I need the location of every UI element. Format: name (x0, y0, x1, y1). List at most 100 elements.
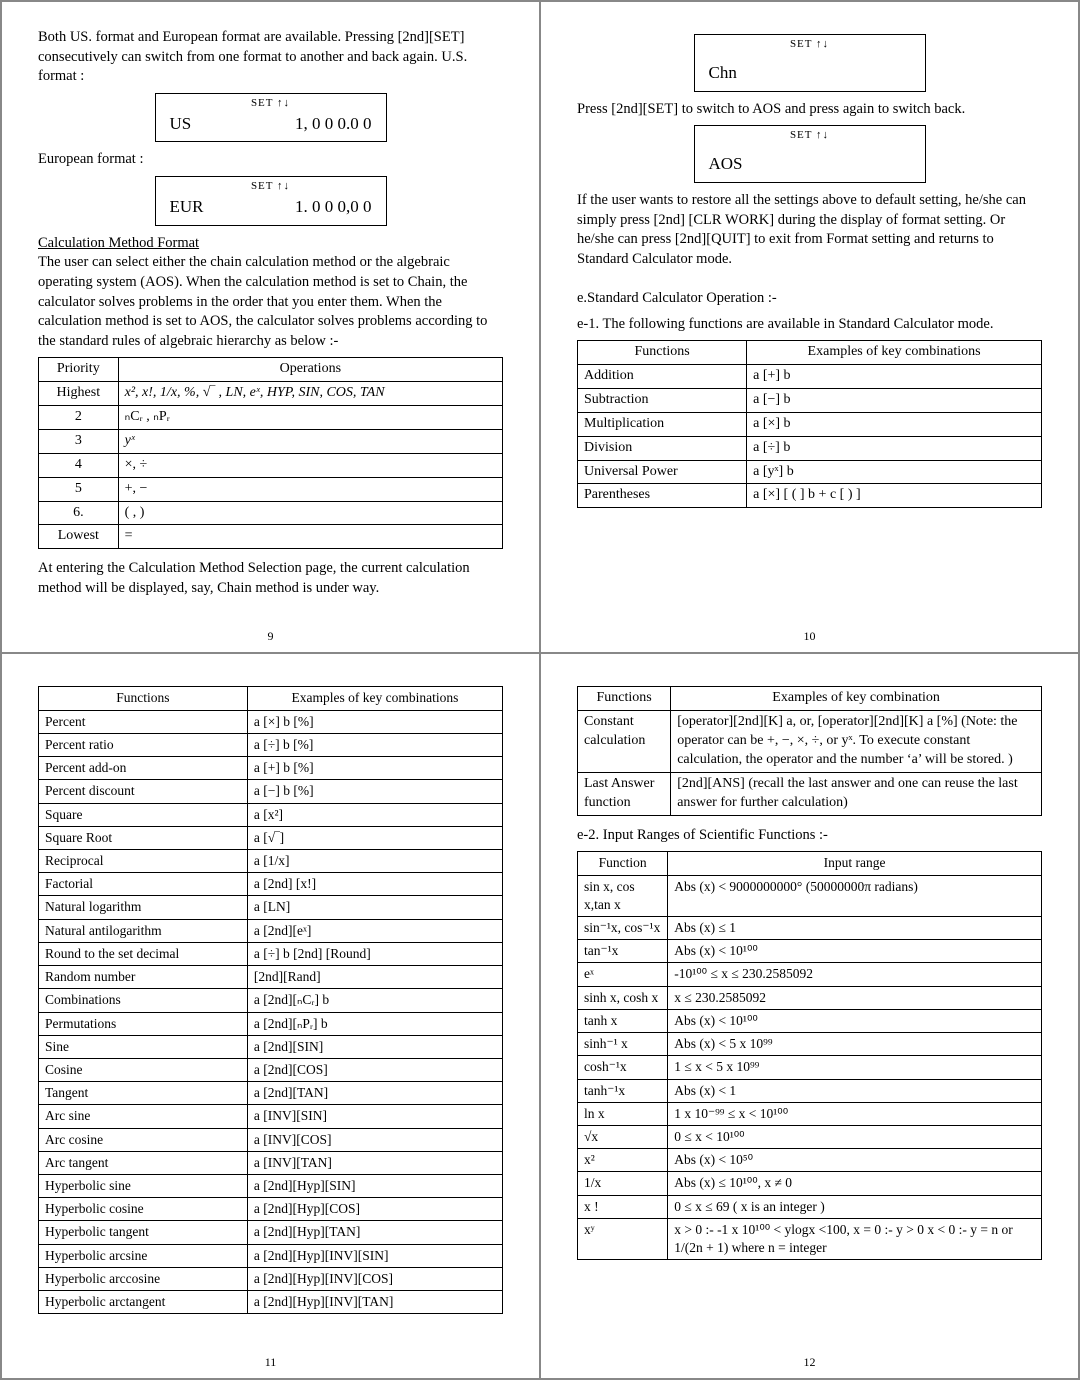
table-row: sin⁻¹x, cos⁻¹xAbs (x) ≤ 1 (578, 917, 1042, 940)
table-row: √x0 ≤ x < 10¹⁰⁰ (578, 1125, 1042, 1148)
table-row: Square Roota [√‾] (39, 826, 503, 849)
table-row: Combinationsa [2nd][ₙCᵣ] b (39, 989, 503, 1012)
cell: a [÷] b [%] (247, 733, 502, 756)
table-row: Last Answer function [2nd][ANS] (recall … (578, 773, 1042, 816)
table-row: ln x1 x 10⁻⁹⁹ ≤ x < 10¹⁰⁰ (578, 1102, 1042, 1125)
page-grid: Both US. format and European format are … (0, 0, 1080, 1380)
cell: Hyperbolic arctangent (39, 1291, 248, 1314)
section-e-title: e.Standard Calculator Operation :- (577, 289, 1042, 309)
table-row: 4×, ÷ (39, 453, 503, 477)
col-examples: Examples of key combination (671, 687, 1042, 711)
e1-label: e-1. The following functions are availab… (577, 316, 993, 332)
table-row: Natural antilogarithma [2nd][eˣ] (39, 919, 503, 942)
col-function: Function (578, 852, 668, 875)
page-number: 10 (804, 628, 816, 644)
cell: ( , ) (118, 501, 502, 525)
col-input-range: Input range (668, 852, 1042, 875)
table-row: Percent ratioa [÷] b [%] (39, 733, 503, 756)
table-row: xʸx > 0 :- -1 x 10¹⁰⁰ < ylogx <100, x = … (578, 1218, 1042, 1259)
section-e1-title: e-1. The following functions are availab… (577, 315, 1042, 335)
cell: a [×] b [%] (247, 710, 502, 733)
cell: 1 ≤ x < 5 x 10⁹⁹ (668, 1056, 1042, 1079)
table-row: Round to the set decimala [÷] b [2nd] [R… (39, 942, 503, 965)
table-row: sin x, cos x,tan xAbs (x) < 9000000000° … (578, 875, 1042, 916)
table-row: Functions Examples of key combinations (578, 341, 1042, 365)
cell: a [2nd][TAN] (247, 1082, 502, 1105)
functions-table-extended: Functions Examples of key combinations P… (38, 686, 503, 1314)
display-indicator: SET ↑↓ (156, 177, 386, 194)
table-row: Sinea [2nd][SIN] (39, 1035, 503, 1058)
table-row: sinh⁻¹ xAbs (x) < 5 x 10⁹⁹ (578, 1033, 1042, 1056)
cell: a [−] b (747, 388, 1042, 412)
cell: Hyperbolic cosine (39, 1198, 248, 1221)
cell: a [√‾] (247, 826, 502, 849)
cell: Sine (39, 1035, 248, 1058)
table-row: Natural logarithma [LN] (39, 896, 503, 919)
cell: Lowest (39, 525, 119, 549)
table-row: Hyperbolic sinea [2nd][Hyp][SIN] (39, 1175, 503, 1198)
table-row: Permutationsa [2nd][ₙPᵣ] b (39, 1012, 503, 1035)
display-indicator: SET ↑↓ (695, 35, 925, 52)
table-row: Arc tangenta [INV][TAN] (39, 1151, 503, 1174)
cell: 1 x 10⁻⁹⁹ ≤ x < 10¹⁰⁰ (668, 1102, 1042, 1125)
table-row: Tangenta [2nd][TAN] (39, 1082, 503, 1105)
cell: a [2nd][ₙPᵣ] b (247, 1012, 502, 1035)
cell: 0 ≤ x < 10¹⁰⁰ (668, 1125, 1042, 1148)
cell: x² (578, 1149, 668, 1172)
cell: a [+] b [%] (247, 757, 502, 780)
cell: Tangent (39, 1082, 248, 1105)
cell: a [2nd][Hyp][TAN] (247, 1221, 502, 1244)
table-row: 5+, − (39, 477, 503, 501)
table-row: Hyperbolic arccosinea [2nd][Hyp][INV][CO… (39, 1267, 503, 1290)
cell: tanh⁻¹x (578, 1079, 668, 1102)
p9-closing: At entering the Calculation Method Selec… (38, 559, 503, 598)
cell: a [2nd][Hyp][SIN] (247, 1175, 502, 1198)
cell: Hyperbolic tangent (39, 1221, 248, 1244)
page-10: SET ↑↓ Chn Press [2nd][SET] to switch to… (540, 1, 1079, 653)
page-9: Both US. format and European format are … (1, 1, 540, 653)
cell: x > 0 :- -1 x 10¹⁰⁰ < ylogx <100, x = 0 … (668, 1218, 1042, 1259)
cell: +, − (118, 477, 502, 501)
table-row: Lowest= (39, 525, 503, 549)
cell: Abs (x) < 10¹⁰⁰ (668, 940, 1042, 963)
cell: a [INV][COS] (247, 1128, 502, 1151)
table-row: Functions Examples of key combination (578, 687, 1042, 711)
section-e2-title: e-2. Input Ranges of Scientific Function… (577, 826, 1042, 846)
table-row: Hyperbolic arctangenta [2nd][Hyp][INV][T… (39, 1291, 503, 1314)
table-row: Arc cosinea [INV][COS] (39, 1128, 503, 1151)
cell: Percent add-on (39, 757, 248, 780)
cell: 4 (39, 453, 119, 477)
cell: Abs (x) < 5 x 10⁹⁹ (668, 1033, 1042, 1056)
table-row: Universal Powera [yˣ] b (578, 460, 1042, 484)
cell: Combinations (39, 989, 248, 1012)
cell: [2nd][Rand] (247, 966, 502, 989)
table-row: Hyperbolic tangenta [2nd][Hyp][TAN] (39, 1221, 503, 1244)
cell: Parentheses (578, 484, 747, 508)
functions-table-basic: Functions Examples of key combinations A… (577, 340, 1042, 508)
display-box-chn: SET ↑↓ Chn (694, 34, 926, 92)
cell: a [×] b (747, 412, 1042, 436)
cell: a [2nd][eˣ] (247, 919, 502, 942)
cell: = (118, 525, 502, 549)
cell: Abs (x) < 1 (668, 1079, 1042, 1102)
cell: yˣ (118, 429, 502, 453)
priority-table: Priority Operations Highestx², x!, 1/x, … (38, 357, 503, 549)
cell: -10¹⁰⁰ ≤ x ≤ 230.2585092 (668, 963, 1042, 986)
cell: Last Answer function (578, 773, 671, 816)
cell: Abs (x) < 9000000000° (50000000π radians… (668, 875, 1042, 916)
display-right: 1, 0 0 0.0 0 (295, 113, 372, 136)
cell: Percent ratio (39, 733, 248, 756)
cell: a [+] b (747, 364, 1042, 388)
cell: a [x²] (247, 803, 502, 826)
cell: Universal Power (578, 460, 747, 484)
col-functions: Functions (578, 687, 671, 711)
table-row: Hyperbolic cosinea [2nd][Hyp][COS] (39, 1198, 503, 1221)
cell: xʸ (578, 1218, 668, 1259)
table-row: 2ₙCᵣ , ₙPᵣ (39, 405, 503, 429)
table-row: Functions Examples of key combinations (39, 687, 503, 710)
display-indicator: SET ↑↓ (156, 94, 386, 111)
cell: Permutations (39, 1012, 248, 1035)
cell: ₙCᵣ , ₙPᵣ (118, 405, 502, 429)
table-row: sinh x, cosh xx ≤ 230.2585092 (578, 986, 1042, 1009)
cell: Hyperbolic arccosine (39, 1267, 248, 1290)
